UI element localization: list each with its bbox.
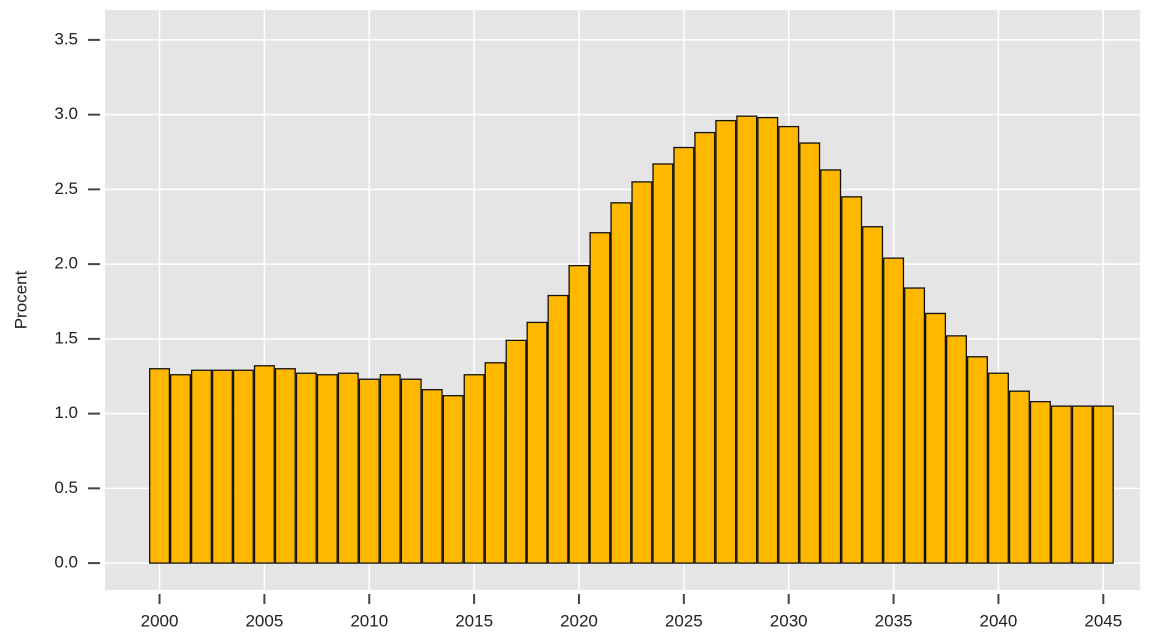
bar (232, 369, 254, 564)
y-tick-label: 1.0 (54, 403, 78, 422)
bar (1008, 390, 1030, 564)
bar (799, 142, 821, 564)
bar (547, 294, 569, 564)
bar (337, 372, 359, 564)
x-tick-label: 2020 (560, 611, 598, 630)
bar (1092, 405, 1114, 564)
bar (841, 196, 863, 564)
bar (316, 374, 338, 564)
bar (484, 362, 506, 564)
bar (715, 119, 737, 564)
bar (904, 287, 926, 564)
bar (736, 115, 758, 564)
y-axis-label: Procent (11, 270, 30, 329)
x-tick-label: 2015 (455, 611, 493, 630)
bar (211, 369, 233, 564)
x-tick-label: 2025 (665, 611, 703, 630)
y-tick-label: 3.5 (54, 29, 78, 48)
bar (400, 378, 422, 564)
bar (463, 374, 485, 564)
bar (610, 202, 632, 564)
bar (1029, 400, 1051, 564)
bar (190, 369, 212, 564)
x-tick-label: 2045 (1084, 611, 1122, 630)
bar (966, 356, 988, 564)
bar (1071, 405, 1093, 564)
bar (1050, 405, 1072, 564)
bar (421, 389, 443, 564)
bar (987, 372, 1009, 564)
bar (925, 312, 947, 564)
y-tick-label: 2.0 (54, 254, 78, 273)
bar (631, 181, 653, 564)
x-tick-label: 2000 (141, 611, 179, 630)
bar (149, 368, 171, 564)
bar (862, 226, 884, 564)
y-tick-label: 3.0 (54, 104, 78, 123)
bar (169, 374, 192, 564)
bar (379, 374, 401, 564)
bar (778, 125, 800, 564)
bar (253, 365, 275, 564)
bar (945, 335, 967, 564)
y-tick-label: 0.5 (54, 478, 78, 497)
bar (295, 372, 317, 564)
bar (505, 339, 527, 564)
bar (673, 146, 695, 564)
x-tick-label: 2030 (770, 611, 808, 630)
y-tick-label: 1.5 (54, 328, 78, 347)
bar (274, 368, 296, 564)
x-tick-label: 2005 (245, 611, 283, 630)
y-tick-label: 0.0 (54, 553, 78, 572)
bar (694, 131, 716, 564)
bar (568, 264, 590, 564)
x-tick-label: 2010 (350, 611, 388, 630)
bar (883, 257, 905, 564)
x-tick-label: 2040 (980, 611, 1018, 630)
y-tick-label: 2.5 (54, 179, 78, 198)
bar (757, 116, 779, 564)
bar (589, 232, 611, 564)
bar (652, 163, 674, 564)
bar (358, 378, 380, 564)
x-tick-label: 2035 (875, 611, 913, 630)
bar (442, 395, 464, 564)
bar (820, 169, 842, 564)
bar (526, 321, 548, 564)
